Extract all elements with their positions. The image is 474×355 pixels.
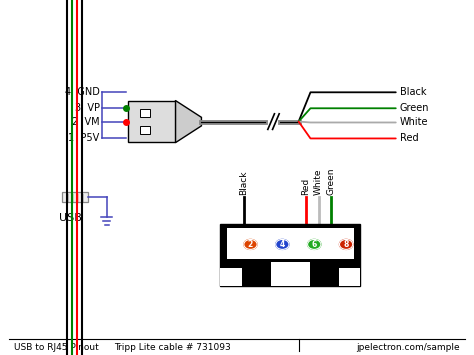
- Text: Tripp Lite cable # 731093: Tripp Lite cable # 731093: [114, 343, 230, 352]
- Text: 7: 7: [328, 240, 333, 249]
- Bar: [338, 268, 360, 286]
- Bar: [62, 192, 88, 202]
- Bar: [140, 109, 150, 117]
- Text: White: White: [314, 169, 323, 195]
- Bar: [220, 268, 242, 286]
- Bar: [128, 101, 175, 142]
- Text: 8: 8: [344, 240, 349, 249]
- Text: 5: 5: [296, 240, 301, 249]
- Text: Red: Red: [400, 133, 418, 143]
- Text: Black: Black: [400, 87, 426, 97]
- Bar: [220, 224, 360, 286]
- Text: USB to RJ45 Pinout: USB to RJ45 Pinout: [14, 343, 99, 352]
- Text: Black: Black: [240, 171, 248, 195]
- Bar: [227, 228, 354, 259]
- Text: USB: USB: [59, 213, 82, 223]
- Circle shape: [308, 239, 321, 249]
- Text: Red: Red: [301, 178, 310, 195]
- Text: 4: 4: [280, 240, 285, 249]
- Text: 2  VM: 2 VM: [72, 118, 100, 127]
- Bar: [271, 262, 310, 286]
- Text: 2: 2: [248, 240, 253, 249]
- Text: Green: Green: [400, 103, 429, 113]
- Circle shape: [339, 239, 353, 249]
- Text: 3: 3: [264, 240, 269, 249]
- Text: White: White: [400, 118, 428, 127]
- Text: 6: 6: [311, 240, 317, 249]
- Text: 4  GND: 4 GND: [64, 87, 100, 97]
- Circle shape: [244, 239, 257, 249]
- Polygon shape: [175, 100, 201, 143]
- Circle shape: [276, 239, 289, 249]
- Text: 3  VP: 3 VP: [74, 103, 100, 113]
- Bar: [140, 126, 150, 134]
- Text: 1: 1: [232, 240, 237, 249]
- Text: 1  P5V: 1 P5V: [68, 133, 100, 143]
- Text: Green: Green: [327, 168, 336, 195]
- Text: jpelectron.com/sample: jpelectron.com/sample: [356, 343, 460, 352]
